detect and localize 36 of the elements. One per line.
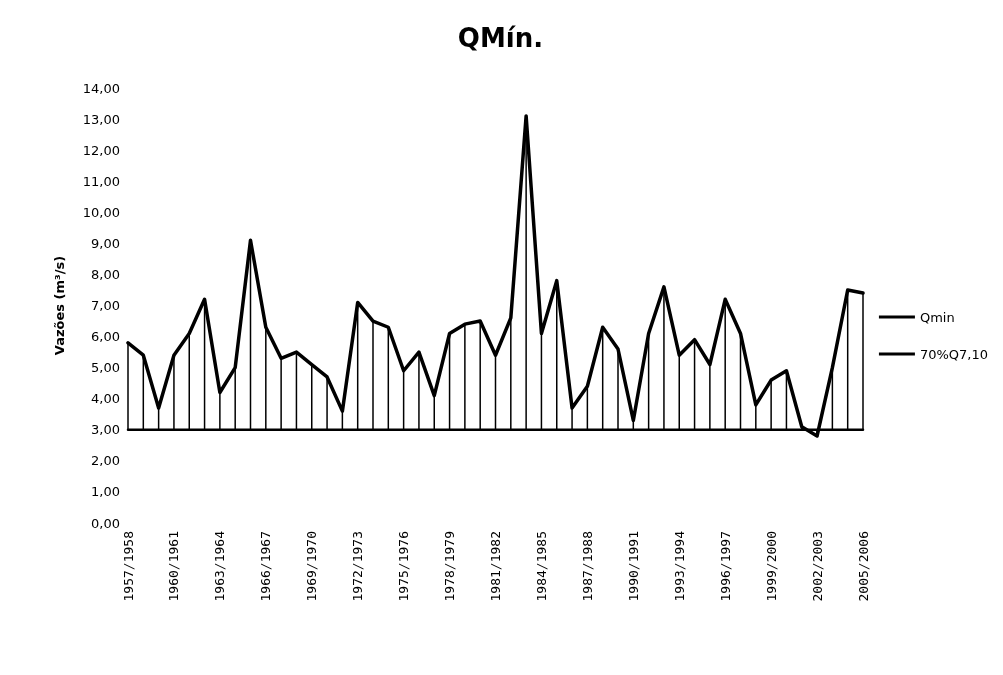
x-tick-label: 2005/2006 [855,531,871,602]
x-tick-label: 1963/1964 [212,530,228,602]
x-tick-label: 1966/1967 [258,531,274,602]
y-tick-label: 8,00 [91,266,120,282]
x-tick-label: 2002/2003 [809,531,825,602]
y-tick-label: 12,00 [82,142,120,158]
y-tick-label: 10,00 [82,204,120,220]
x-tick-label: 1999/2000 [763,531,779,602]
y-tick-label: 9,00 [91,235,120,251]
y-tick-label: 11,00 [82,173,120,189]
x-tick-label: 1975/1976 [396,531,412,602]
y-tick-label: 4,00 [91,391,120,407]
legend-label: 70%Q7,10 [919,346,989,362]
chart-title: QMín. [457,23,544,53]
y-tick-label: 7,00 [91,298,120,313]
y-axis-title: Vazões (m³/s) [52,255,67,356]
x-tick-label: 1957/1958 [120,531,136,602]
y-tick-label: 1,00 [91,484,120,500]
x-tick-label: 1990/1991 [625,531,641,602]
x-tick-label: 1972/1973 [350,531,366,602]
x-tick-label: 1978/1979 [442,531,458,602]
y-tick-label: 5,00 [91,360,120,376]
x-tick-label: 1996/1997 [717,531,733,602]
y-tick-label: 6,00 [91,329,120,345]
x-tick-label: 1984/1985 [533,531,549,602]
y-tick-label: 0,00 [91,515,120,531]
y-tick-label: 13,00 [82,111,120,127]
legend-label: Qmin [919,309,955,325]
y-tick-label: 2,00 [91,453,120,469]
y-tick-label: 3,00 [91,422,120,438]
x-tick-label: 1981/1982 [488,531,503,602]
x-tick-label: 1987/1988 [579,531,595,602]
y-tick-label: 14,00 [82,80,120,96]
x-tick-label: 1993/1994 [671,530,687,602]
x-tick-label: 1969/1970 [304,531,320,602]
x-tick-label: 1960/1961 [166,531,182,602]
